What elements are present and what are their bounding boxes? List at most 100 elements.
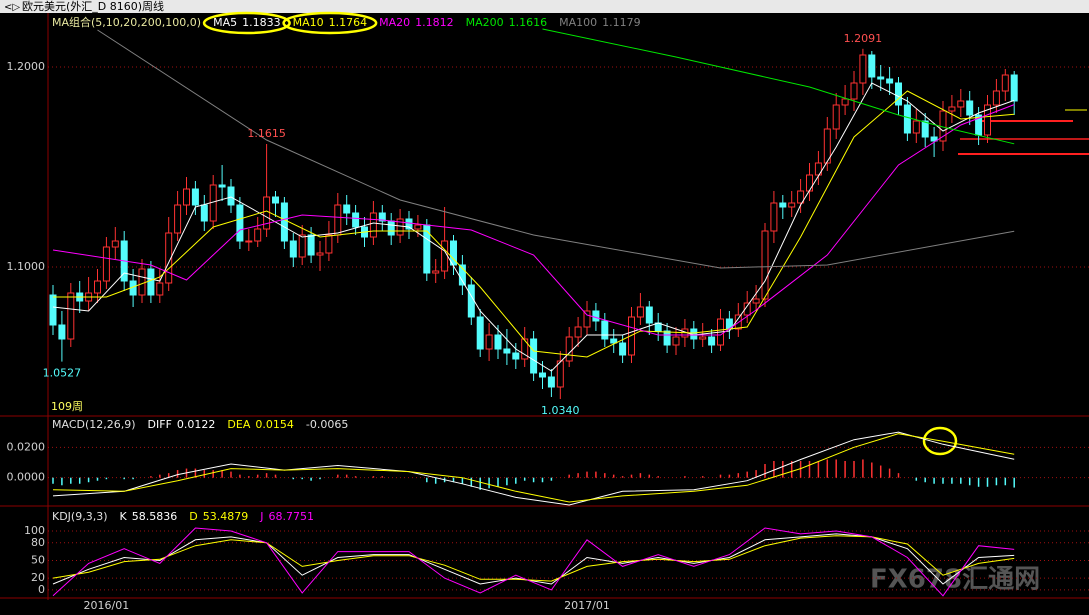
candle-body: [841, 98, 849, 106]
candle-body: [450, 240, 457, 266]
candle-body: [850, 82, 858, 100]
candle-body: [583, 310, 591, 328]
candle-body: [859, 54, 867, 84]
extreme-label: 1.1615: [247, 127, 286, 140]
window-icon: <▷: [4, 2, 20, 13]
candle-body: [565, 336, 573, 362]
candle-body: [797, 190, 805, 204]
legend-name: MA20: [379, 16, 410, 29]
candle-body: [405, 218, 413, 230]
candle-body: [111, 240, 119, 248]
extreme-label: 1.0527: [43, 367, 82, 380]
candle-body: [423, 224, 431, 274]
ma-line: [52, 527, 1015, 597]
candle-body: [191, 188, 199, 206]
indicator-title: MACD(12,26,9): [52, 418, 136, 431]
candle-body: [1010, 74, 1018, 102]
x-tick-label: 2016/01: [84, 599, 130, 612]
candle-body: [547, 376, 555, 388]
candle-body: [663, 330, 671, 346]
candle-body: [930, 136, 938, 142]
candle-body: [503, 348, 511, 354]
candle-body: [743, 302, 751, 316]
candle-body: [325, 234, 333, 254]
candle-body: [903, 104, 911, 134]
candle-body: [334, 204, 342, 236]
candle-body: [227, 186, 235, 206]
candle-body: [895, 82, 902, 106]
legend-value: 53.4879: [203, 510, 249, 523]
ma-line: [52, 433, 1015, 503]
candle-body: [200, 204, 208, 222]
legend-value: 0.0122: [177, 418, 216, 431]
candle-body: [921, 120, 929, 138]
y-tick-label: 0: [38, 583, 45, 596]
candle-body: [814, 162, 822, 176]
candle-body: [289, 240, 297, 258]
candle-body: [94, 280, 101, 294]
candle-body: [512, 352, 520, 360]
ma-line: [52, 535, 1015, 582]
candle-body: [823, 128, 831, 164]
candle-body: [432, 270, 440, 274]
candle-body: [58, 324, 66, 340]
extreme-label: 1.2091: [844, 32, 883, 45]
candle-body: [307, 234, 315, 256]
candle-body: [396, 218, 404, 236]
candle-body: [868, 54, 876, 78]
candle-body: [574, 326, 582, 338]
candle-body: [254, 228, 262, 242]
candle-body: [948, 106, 956, 112]
y-tick-label: 80: [31, 536, 45, 549]
period-label: 109周: [51, 400, 83, 413]
candle-body: [832, 104, 840, 130]
ma-line: [52, 431, 1015, 506]
title-bar: [0, 0, 1089, 13]
candle-body: [886, 78, 894, 84]
candle-body: [316, 252, 324, 256]
candle-body: [352, 212, 360, 228]
candle-body: [378, 212, 386, 222]
y-tick-label: 20: [31, 571, 45, 584]
legend-value: 0.0154: [255, 418, 294, 431]
legend-value: 1.1764: [329, 16, 368, 29]
candle-body: [441, 240, 449, 272]
ma-line: [542, 28, 1015, 145]
legend-value: 1.1616: [509, 16, 548, 29]
legend-name: DIFF: [148, 418, 172, 431]
candle-body: [699, 336, 707, 340]
candle-body: [183, 188, 190, 206]
candle-body: [628, 316, 635, 356]
legend-name: J: [259, 510, 263, 523]
legend-name: MA100: [559, 16, 597, 29]
candle-body: [610, 338, 618, 344]
y-tick-label: 100: [24, 524, 45, 537]
candle-body: [245, 240, 253, 243]
candle-body: [966, 100, 974, 116]
candle-body: [619, 342, 627, 356]
candle-body: [49, 294, 57, 326]
candle-body: [592, 310, 600, 322]
window-title: 欧元美元(外汇_D 8160)周线: [22, 0, 164, 13]
candle-body: [752, 298, 760, 304]
highlight-circle: [922, 426, 958, 456]
legend-name: MA200: [466, 16, 504, 29]
y-tick-label: 0.0000: [7, 471, 46, 484]
candle-body: [414, 224, 422, 230]
x-tick-label: 2017/01: [564, 599, 610, 612]
legend-value: 68.7751: [268, 510, 314, 523]
candle-body: [601, 320, 609, 340]
legend-value: -0.0065: [306, 418, 348, 431]
candle-body: [218, 184, 226, 188]
ma-line: [52, 533, 1015, 585]
candle-body: [770, 202, 778, 232]
candle-body: [156, 282, 164, 296]
candle-body: [992, 90, 1000, 106]
extreme-label: 1.0340: [541, 404, 580, 417]
candle-body: [298, 234, 306, 258]
candle-body: [236, 204, 244, 242]
legend-name: DEA: [227, 418, 250, 431]
candle-body: [636, 306, 644, 318]
candle-body: [779, 202, 787, 208]
